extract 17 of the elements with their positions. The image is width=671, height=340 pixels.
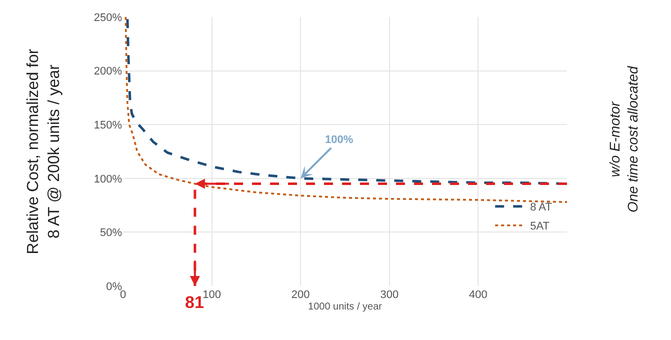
annotation: 100% bbox=[325, 134, 354, 146]
x-tick-label: 200 bbox=[291, 289, 310, 301]
x-tick-label: 300 bbox=[380, 289, 399, 301]
x-tick-label: 100 bbox=[202, 289, 221, 301]
x-tick-label: 400 bbox=[469, 289, 488, 301]
legend-label: 8 AT bbox=[530, 202, 552, 214]
y-axis-title: Relative Cost, normalized for 8 AT @ 200k units / year bbox=[24, 48, 63, 254]
y-tick-label: 50% bbox=[100, 227, 122, 240]
y-tick-label: 150% bbox=[94, 119, 122, 132]
x-axis-title: 1000 units / year bbox=[308, 302, 383, 312]
annotation: 81 bbox=[185, 293, 204, 312]
text: w/o E-motor One time cost allocated bbox=[606, 65, 641, 213]
x-tick-label: 0 bbox=[120, 289, 126, 301]
y-tick-label: 250% bbox=[94, 12, 122, 24]
legend-label: 5AT bbox=[530, 220, 550, 233]
y-tick-label: 200% bbox=[94, 66, 122, 78]
y-tick-label: 100% bbox=[94, 173, 122, 186]
